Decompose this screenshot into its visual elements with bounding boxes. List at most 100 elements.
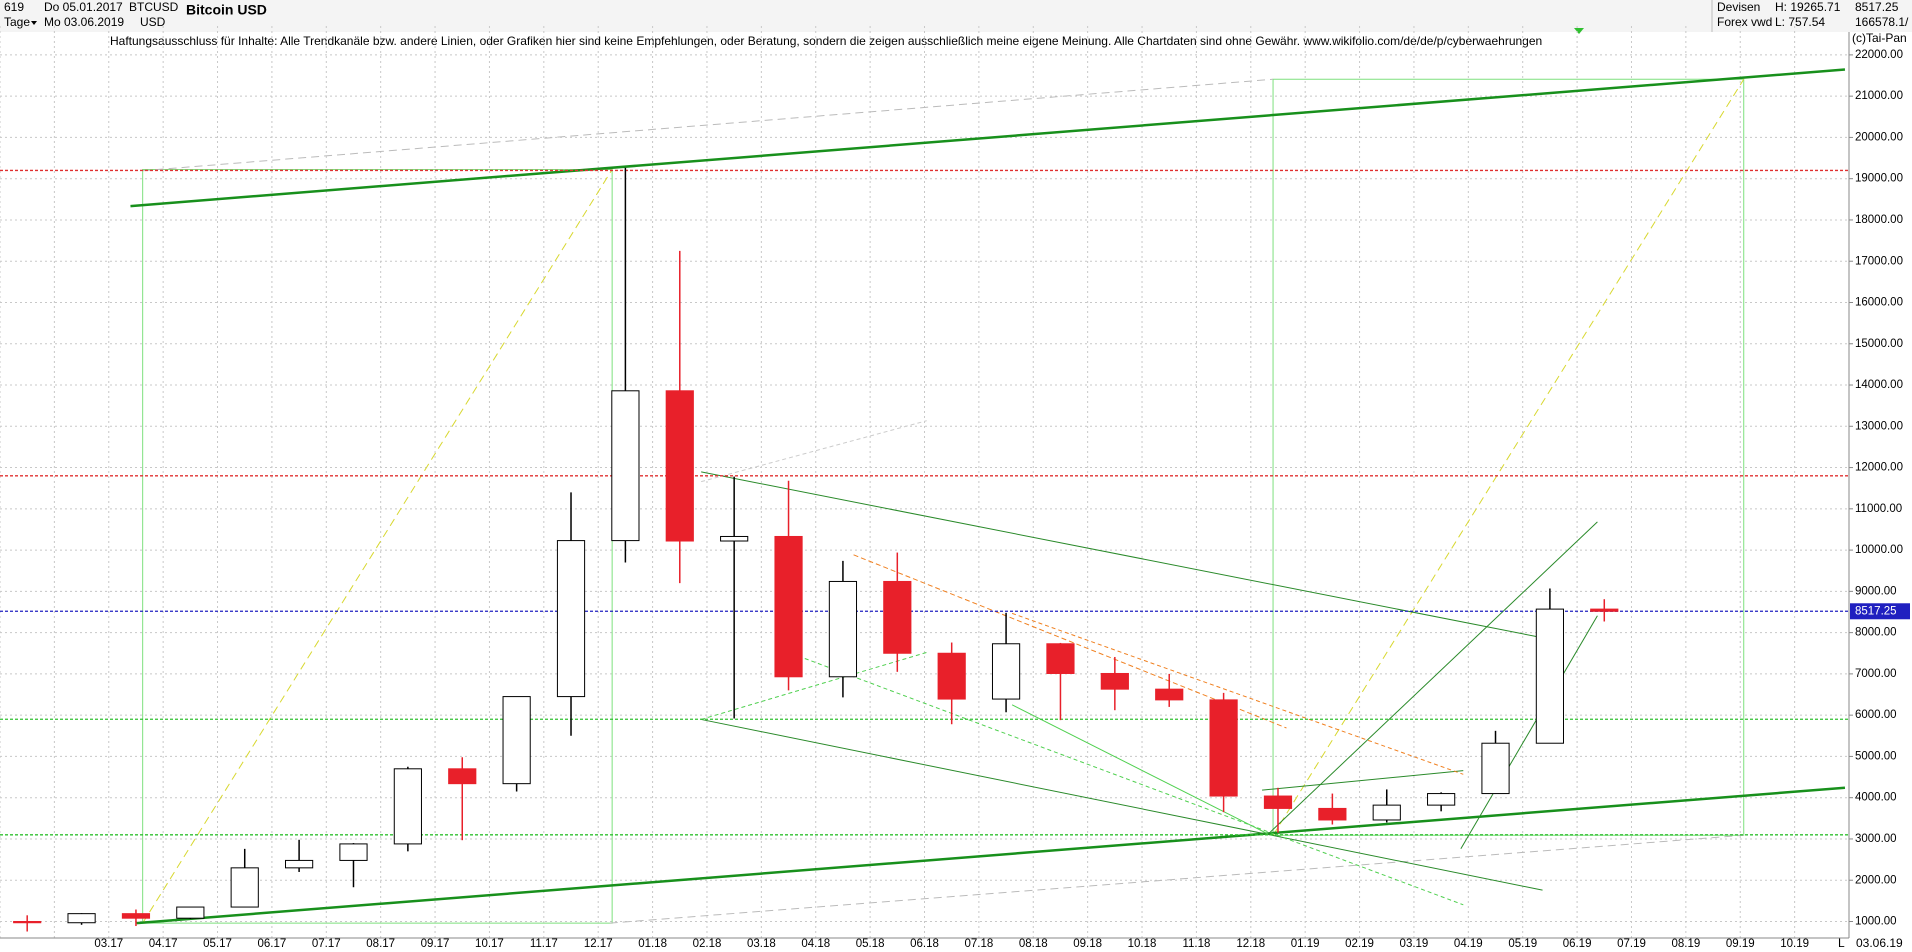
y-tick-label: 17000.00: [1855, 255, 1903, 267]
candle-body: [665, 390, 694, 542]
y-tick-label: 20000.00: [1855, 131, 1903, 143]
value-2: 166578.1/: [1855, 15, 1909, 29]
gray-line: [701, 421, 927, 482]
x-tick-label: 06.17: [258, 938, 287, 950]
x-tick-label: 04.19: [1454, 938, 1483, 950]
y-tick-label: 18000.00: [1855, 214, 1903, 226]
start-date[interactable]: Do 05.01.2017: [44, 0, 123, 14]
x-tick-label: 10.19: [1780, 938, 1809, 950]
orange-line: [1012, 613, 1463, 774]
candle-body: [1155, 688, 1184, 701]
candle-body: [67, 913, 96, 924]
dropdown-arrow[interactable]: [31, 21, 37, 25]
last-price-box: [1850, 603, 1910, 620]
candle-body: [1535, 608, 1564, 744]
y-tick-label: 22000.00: [1855, 49, 1903, 61]
channel-line: [701, 719, 1542, 890]
x-tick-label: 05.17: [203, 938, 232, 950]
channel-line: [701, 652, 927, 719]
gray-line: [143, 79, 1273, 170]
x-tick-label: 10.18: [1128, 938, 1157, 950]
candle-body: [828, 580, 858, 678]
candle-body: [1046, 643, 1075, 674]
end-date[interactable]: Mo 03.06.2019: [44, 15, 124, 29]
channel-line: [1461, 616, 1598, 849]
x-tick-label: 08.18: [1019, 938, 1048, 950]
x-tick-label: 04.17: [149, 938, 178, 950]
candle-body: [991, 643, 1021, 700]
symbol: BTCUSD: [129, 0, 179, 14]
x-tick-label: 03.17: [94, 938, 123, 950]
x-tick-label: 07.17: [312, 938, 341, 950]
y-tick-label: 16000.00: [1855, 297, 1903, 309]
bar-count[interactable]: 619: [4, 0, 24, 14]
drawings: [130, 70, 1844, 924]
y-tick-label: 19000.00: [1855, 173, 1903, 185]
candle-body: [774, 535, 803, 678]
orange-line: [854, 555, 1287, 728]
y-tick-label: 12000.00: [1855, 462, 1903, 474]
gray-line: [610, 835, 1744, 923]
y-tick-label: 9000.00: [1855, 585, 1897, 597]
x-tick-label: 03.18: [747, 938, 776, 950]
channel-line: [701, 472, 1542, 638]
candle-body: [883, 580, 912, 654]
channel-line: [805, 658, 1463, 904]
marker: [1574, 28, 1584, 34]
x-tick-label: 06.18: [910, 938, 939, 950]
x-tick-label: 11.18: [1182, 938, 1210, 950]
x-tick-label: 01.18: [638, 938, 667, 950]
x-tick-label: 09.18: [1073, 938, 1102, 950]
x-tick-label: 02.19: [1345, 938, 1374, 950]
axis-date: 03.06.19: [1856, 936, 1903, 950]
x-tick-label: 04.18: [801, 938, 830, 950]
chart-title: Bitcoin USD: [186, 2, 267, 18]
candle-body: [937, 652, 966, 700]
x-tick-label: 05.18: [856, 938, 885, 950]
x-tick-label: 06.19: [1563, 938, 1592, 950]
candle-body: [1209, 699, 1238, 797]
x-tick-label: 08.19: [1671, 938, 1700, 950]
source: Forex vwd: [1717, 15, 1772, 29]
trend-line: [137, 788, 1845, 923]
candle-body: [393, 768, 422, 845]
x-tick-label: 07.18: [964, 938, 993, 950]
y-tick-label: 2000.00: [1855, 874, 1897, 886]
y-tick-label: 15000.00: [1855, 338, 1903, 350]
candle-body: [1263, 795, 1293, 809]
value-1: 8517.25: [1855, 0, 1899, 14]
x-tick-label: 02.18: [693, 938, 722, 950]
x-tick-label: 07.19: [1617, 938, 1646, 950]
x-tick-label: 10.17: [475, 938, 504, 950]
candle-body: [339, 843, 368, 861]
plot-layer: [0, 26, 1849, 938]
period[interactable]: Tage: [4, 15, 30, 29]
x-tick-label: 05.19: [1508, 938, 1537, 950]
y-tick-label: 4000.00: [1855, 792, 1897, 804]
candle-body: [176, 906, 205, 919]
y-tick-label: 8000.00: [1855, 627, 1897, 639]
copyright: (c)Tai-Pan: [1852, 31, 1907, 45]
channel-line: [1012, 705, 1268, 834]
candle-body: [1372, 804, 1401, 821]
candle-body: [121, 913, 151, 919]
x-tick-label: 09.19: [1726, 938, 1755, 950]
x-tick-label: 12.18: [1236, 938, 1265, 950]
box: [1273, 79, 1744, 835]
axis-mark: L: [1838, 936, 1845, 950]
diagonal: [1273, 79, 1744, 835]
x-tick-label: 11.17: [530, 938, 558, 950]
channel-line: [1268, 522, 1597, 834]
candle-body: [448, 768, 477, 785]
y-tick-label: 14000.00: [1855, 379, 1903, 391]
low-info: L: 757.54: [1775, 15, 1825, 29]
candle-body: [1590, 608, 1619, 612]
y-tick-label: 13000.00: [1855, 420, 1903, 432]
y-tick-label: 7000.00: [1855, 668, 1897, 680]
candle-body: [556, 540, 586, 698]
candle-body: [1481, 742, 1510, 795]
y-tick-label: 10000.00: [1855, 544, 1903, 556]
y-tick-label: 5000.00: [1855, 750, 1897, 762]
disclaimer: Haftungsausschluss für Inhalte: Alle Tre…: [110, 34, 1542, 48]
